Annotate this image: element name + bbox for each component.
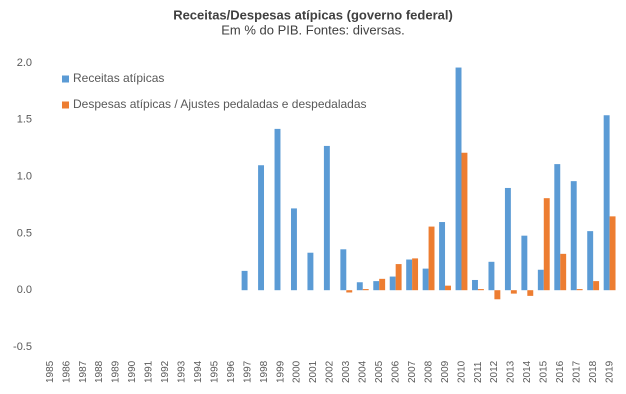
x-tick-label: 2003 [341,360,352,383]
bar [560,253,567,291]
x-tick-label: 1991 [144,360,155,383]
bar [609,216,616,291]
bar [373,281,380,291]
legend-swatch [62,101,69,109]
x-tick-label: 1999 [275,360,286,383]
x-tick-label: 2013 [506,360,517,383]
x-tick-label: 1987 [78,360,89,383]
bar [488,261,495,291]
bar [455,67,462,291]
legend-label: Receitas atípicas [73,71,164,85]
y-tick-label: 1.5 [17,114,32,126]
y-tick-label: -0.5 [13,341,32,353]
bar [307,252,314,291]
x-tick-label: 2000 [292,360,303,383]
bar [439,222,446,291]
x-tick-label: 1988 [94,360,105,383]
x-tick-label: 2010 [456,360,467,383]
bar [527,290,534,296]
x-tick-label: 2004 [358,360,369,383]
bar [422,268,429,291]
bar [258,165,265,291]
x-tick-label: 1985 [45,360,56,383]
x-tick-label: 2018 [588,360,599,383]
x-tick-label: 1998 [259,360,270,383]
bar [537,269,544,291]
x-tick-label: 2011 [473,361,484,383]
x-tick-label: 2014 [522,360,533,383]
bar [389,276,396,291]
x-tick-label: 1992 [160,360,171,383]
legend-label: Despesas atípicas / Ajustes pedaladas e … [73,97,367,111]
bar [472,279,478,291]
bar [554,164,561,291]
bar [406,259,413,291]
bar [362,289,369,291]
x-tick-label: 2002 [325,360,336,383]
y-tick-label: 0.5 [17,227,32,239]
x-tick-label: 2008 [423,360,434,383]
x-tick-label: 2001 [308,360,319,383]
bar [603,115,610,291]
bar [428,226,435,291]
y-tick-label: 2.0 [17,57,32,69]
bar [346,290,353,293]
bar [587,231,594,291]
bar [340,249,347,291]
x-tick-label: 2007 [407,360,418,383]
legend-swatch [62,75,69,83]
bar [290,208,297,291]
bar [445,285,451,291]
x-tick-label: 1995 [209,360,220,383]
x-tick-label: 2006 [390,360,401,383]
bar [461,152,468,291]
x-tick-label: 1989 [111,360,122,383]
bar [379,278,386,291]
x-tick-label: 2016 [555,360,566,383]
x-tick-label: 1993 [177,360,188,383]
x-tick-label: 1997 [242,360,253,383]
chart-subtitle: Em % do PIB. Fontes: diversas. [221,22,405,37]
y-tick-label: 0.0 [17,284,32,296]
bar [323,145,330,291]
bar [510,290,517,294]
chart-title: Receitas/Despesas atípicas (governo fede… [173,7,453,22]
y-tick-label: 1.0 [17,171,32,183]
x-tick-label: 2017 [571,360,582,383]
x-tick-label: 2019 [604,360,615,383]
x-tick-label: 1990 [127,360,138,383]
bar [241,270,248,291]
bar [477,289,484,291]
bar [395,264,402,291]
bar [504,187,511,291]
bar [570,181,577,291]
bar [593,281,600,291]
bar [274,128,281,291]
bar [543,198,550,291]
bar [356,282,363,291]
x-tick-label: 1986 [61,360,72,383]
bar [412,258,419,291]
bar [521,235,528,291]
x-tick-label: 2009 [440,360,451,383]
x-tick-label: 1994 [193,360,204,383]
bar [494,290,501,300]
x-tick-label: 2005 [374,360,385,383]
bar [576,289,583,291]
x-tick-label: 1996 [226,360,237,383]
x-tick-label: 2015 [539,360,550,383]
x-tick-label: 2012 [489,360,500,383]
